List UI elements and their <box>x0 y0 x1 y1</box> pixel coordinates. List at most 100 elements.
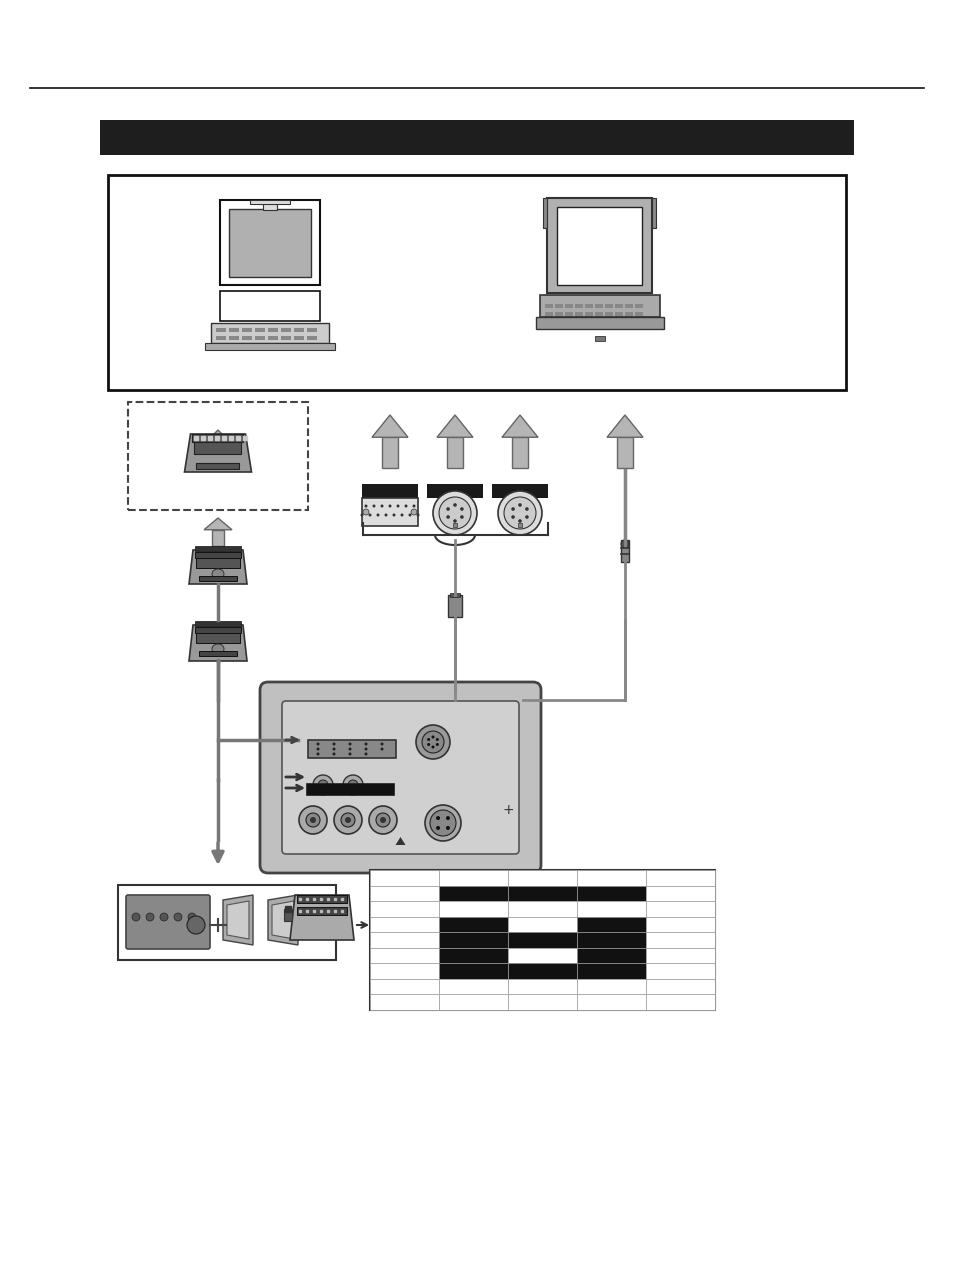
Circle shape <box>436 743 438 745</box>
Circle shape <box>411 509 416 515</box>
Bar <box>617 438 633 468</box>
Bar <box>220 291 319 321</box>
Circle shape <box>416 725 450 759</box>
Circle shape <box>503 497 536 529</box>
Bar <box>577 917 645 932</box>
Bar <box>307 328 316 332</box>
Bar <box>242 328 252 332</box>
Circle shape <box>524 515 528 519</box>
Circle shape <box>345 817 351 823</box>
Circle shape <box>313 775 333 795</box>
Bar <box>194 546 241 551</box>
Bar <box>453 523 456 527</box>
Circle shape <box>306 813 319 827</box>
Bar <box>250 200 290 204</box>
Circle shape <box>431 745 434 748</box>
Bar <box>294 328 304 332</box>
Circle shape <box>497 491 541 536</box>
Bar <box>268 336 277 340</box>
Bar <box>194 621 241 626</box>
Bar <box>370 948 438 963</box>
Polygon shape <box>272 901 294 939</box>
Bar <box>196 463 239 469</box>
Bar <box>536 317 663 329</box>
Circle shape <box>400 514 403 516</box>
Circle shape <box>380 748 383 750</box>
Circle shape <box>445 817 450 820</box>
Bar <box>263 200 276 210</box>
Circle shape <box>348 753 351 756</box>
Circle shape <box>316 753 319 756</box>
Bar <box>370 932 438 948</box>
Circle shape <box>404 505 407 508</box>
Circle shape <box>348 780 357 790</box>
Bar <box>229 336 239 340</box>
Circle shape <box>173 913 182 921</box>
Bar <box>254 336 265 340</box>
Bar <box>296 907 347 915</box>
Bar <box>512 438 528 468</box>
Polygon shape <box>189 550 247 584</box>
Circle shape <box>511 508 515 511</box>
Ellipse shape <box>212 644 224 654</box>
Bar <box>507 870 577 885</box>
Bar <box>361 499 417 527</box>
Circle shape <box>298 806 327 834</box>
Circle shape <box>380 505 383 508</box>
Bar <box>645 870 714 885</box>
Bar <box>294 336 304 340</box>
Circle shape <box>384 514 387 516</box>
Bar <box>215 328 226 332</box>
Bar <box>547 198 652 293</box>
Bar <box>645 995 714 1010</box>
Bar <box>543 198 547 228</box>
Bar <box>194 552 241 558</box>
Bar <box>577 932 645 948</box>
Circle shape <box>160 913 168 921</box>
Circle shape <box>369 806 396 834</box>
Bar <box>564 304 573 308</box>
Bar <box>370 995 438 1010</box>
Circle shape <box>388 505 391 508</box>
Bar <box>507 948 577 963</box>
Bar <box>615 304 622 308</box>
Bar <box>645 932 714 948</box>
Circle shape <box>364 748 367 750</box>
FancyBboxPatch shape <box>282 701 518 854</box>
Circle shape <box>446 508 450 511</box>
Circle shape <box>188 913 195 921</box>
Bar <box>438 963 507 979</box>
Polygon shape <box>372 415 408 438</box>
Bar <box>595 336 604 341</box>
Bar <box>100 120 853 155</box>
Bar <box>544 304 553 308</box>
Circle shape <box>317 780 328 790</box>
Circle shape <box>334 806 361 834</box>
Bar <box>575 304 582 308</box>
Circle shape <box>427 743 430 745</box>
Bar <box>284 909 292 921</box>
Bar <box>215 336 226 340</box>
Bar <box>645 979 714 995</box>
Circle shape <box>333 753 335 756</box>
Bar <box>193 434 243 441</box>
Circle shape <box>445 826 450 829</box>
Circle shape <box>364 743 367 745</box>
Polygon shape <box>189 625 247 661</box>
Bar <box>370 963 438 979</box>
Circle shape <box>430 810 456 836</box>
Bar <box>229 328 239 332</box>
Bar <box>194 627 241 633</box>
Circle shape <box>348 748 351 750</box>
Circle shape <box>316 743 319 745</box>
Bar <box>635 312 642 315</box>
Circle shape <box>431 735 434 739</box>
Bar <box>539 295 659 317</box>
Bar <box>370 917 438 932</box>
Circle shape <box>436 826 439 829</box>
Circle shape <box>379 817 386 823</box>
Circle shape <box>416 514 419 516</box>
Bar <box>199 651 236 656</box>
Bar <box>492 485 547 499</box>
Bar <box>557 207 641 285</box>
